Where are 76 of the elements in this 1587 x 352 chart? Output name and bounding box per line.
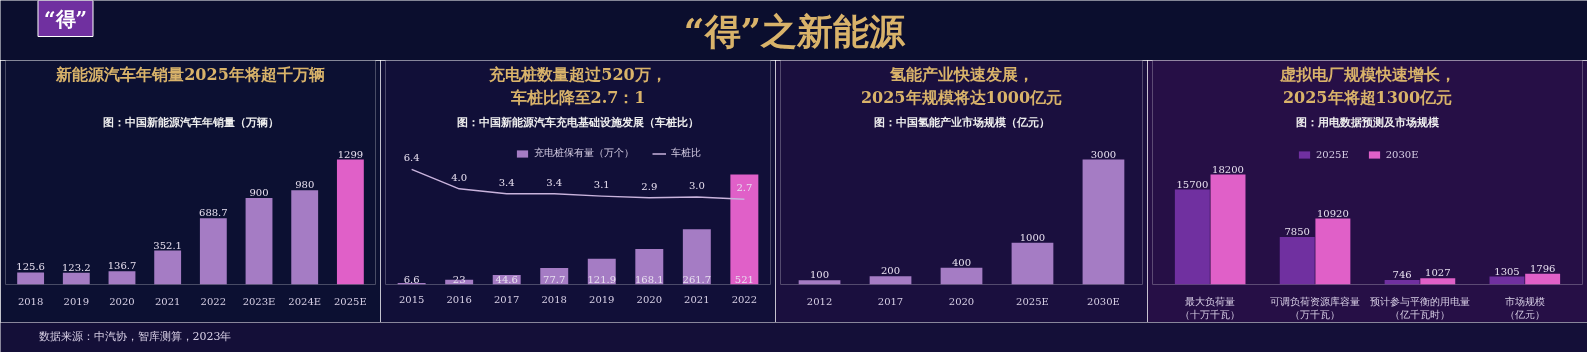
x-tick-label: 2019 bbox=[589, 293, 615, 305]
data-label: 352.1 bbox=[153, 239, 182, 251]
x-tick-label: 2018 bbox=[541, 293, 567, 305]
x-tick-label: 2015 bbox=[398, 293, 425, 305]
x-tick-label: 2025E bbox=[334, 295, 367, 307]
data-label: 1796 bbox=[1529, 262, 1556, 274]
data-label: 121.9 bbox=[587, 273, 617, 285]
data-label: 521 bbox=[734, 273, 754, 285]
data-label: 261.7 bbox=[682, 273, 712, 285]
data-label: 1299 bbox=[337, 148, 364, 160]
chart-subtitle: 图：中国新能源汽车充电基础设施发展（车桩比） bbox=[457, 116, 699, 129]
data-label: 18200 bbox=[1212, 163, 1244, 175]
data-label: 10920 bbox=[1316, 207, 1349, 219]
x-tick-label: 2020 bbox=[948, 295, 975, 307]
data-label: 125.6 bbox=[16, 261, 45, 273]
x-tick-label: 2019 bbox=[63, 295, 90, 307]
data-label: 3.0 bbox=[688, 179, 705, 191]
legend-label: 2025E bbox=[1316, 149, 1349, 160]
legend-label: 2030E bbox=[1385, 149, 1419, 160]
x-tick-label: 2018 bbox=[17, 295, 44, 307]
x-tick-label: 2022 bbox=[200, 295, 227, 307]
legend-label: 车桩比 bbox=[671, 146, 701, 160]
data-label: 3.4 bbox=[546, 176, 563, 188]
x-tick-label: 2017 bbox=[877, 295, 904, 307]
data-label: 6.4 bbox=[403, 152, 420, 164]
data-label: 3000 bbox=[1090, 148, 1117, 160]
x-tick-label: 最大负荷量（十万千瓦） bbox=[1180, 295, 1241, 320]
data-label: 4.0 bbox=[451, 171, 468, 183]
text: “得”之新能源 bbox=[683, 9, 907, 52]
data-label: 980 bbox=[295, 179, 315, 191]
x-tick-label: 2025E bbox=[1016, 295, 1049, 307]
data-label: 1305 bbox=[1494, 265, 1520, 277]
x-tick-label: 2024E bbox=[288, 295, 322, 307]
x-tick-label: 2020 bbox=[636, 293, 663, 305]
x-tick-label: 2030E bbox=[1087, 295, 1120, 307]
chart-title: 氢能产业快速发展，2025年规模将达1000亿元 bbox=[860, 64, 1063, 108]
chart-title: 新能源汽车年销量2025年将超千万辆 bbox=[55, 64, 325, 84]
x-tick-label: 2017 bbox=[493, 293, 520, 305]
x-tick-label: 2012 bbox=[806, 295, 833, 307]
data-label: 400 bbox=[951, 256, 972, 268]
data-label: 100 bbox=[810, 269, 830, 281]
chart-title: 充电桩数量超过520万，车桩比降至2.7：1 bbox=[488, 64, 667, 108]
source-note: 数据来源：中汽协，智库测算，2023年 bbox=[38, 330, 232, 343]
x-tick-label: 2016 bbox=[446, 293, 472, 305]
x-tick-label: 2023E bbox=[242, 295, 276, 307]
x-tick-label: 2022 bbox=[731, 293, 758, 305]
chart-title: 虚拟电厂规模快速增长，2025年将超1300亿元 bbox=[1278, 64, 1456, 108]
data-label: 77.7 bbox=[543, 273, 566, 285]
data-label: 1027 bbox=[1425, 267, 1451, 279]
chart-subtitle: 图：中国氢能产业市场规模（亿元） bbox=[873, 116, 1050, 129]
data-label: 688.7 bbox=[199, 207, 228, 219]
data-label: 2.7 bbox=[736, 182, 753, 194]
x-tick-label: 预计参与平衡的用电量（亿千瓦时） bbox=[1369, 295, 1470, 320]
data-label: 7850 bbox=[1284, 226, 1310, 238]
chart-subtitle: 图：用电数据预测及市场规模 bbox=[1296, 116, 1440, 129]
text: “得” bbox=[44, 6, 88, 31]
data-label: 200 bbox=[880, 265, 901, 277]
x-tick-label: 可调负荷资源库容量（万千瓦） bbox=[1270, 295, 1361, 320]
chart-subtitle: 图：中国新能源汽车年销量（万辆） bbox=[102, 116, 279, 129]
data-label: 1000 bbox=[1019, 231, 1046, 243]
data-label: 746 bbox=[1392, 268, 1412, 280]
data-label: 6.6 bbox=[403, 273, 420, 285]
data-label: 900 bbox=[249, 186, 269, 198]
data-label: 44.6 bbox=[495, 273, 518, 285]
data-label: 2.9 bbox=[641, 180, 658, 192]
x-tick-label: 市场规模（亿元） bbox=[1504, 295, 1545, 320]
data-label: 136.7 bbox=[107, 260, 137, 272]
legend-label: 充电桩保有量（万个） bbox=[534, 146, 634, 160]
data-label: 15700 bbox=[1176, 178, 1209, 190]
data-label: 123.2 bbox=[61, 261, 91, 273]
x-tick-label: 2020 bbox=[109, 295, 135, 307]
data-label: 168.1 bbox=[634, 273, 664, 285]
x-tick-label: 2021 bbox=[154, 295, 181, 307]
data-label: 3.4 bbox=[498, 176, 515, 188]
data-label: 3.1 bbox=[593, 179, 610, 191]
x-tick-label: 2021 bbox=[684, 293, 710, 305]
